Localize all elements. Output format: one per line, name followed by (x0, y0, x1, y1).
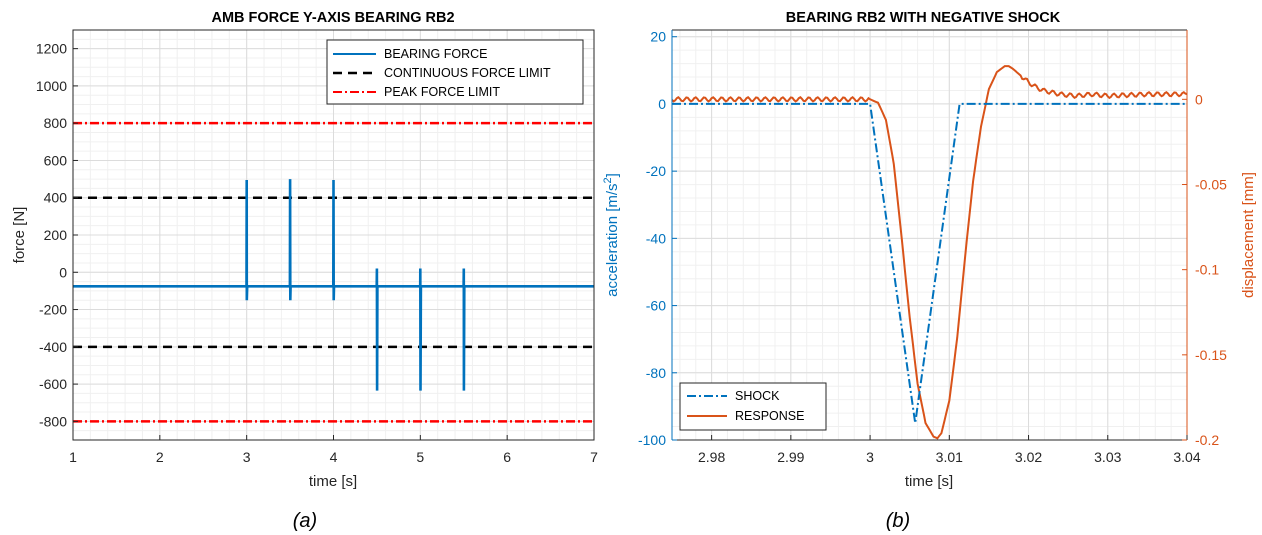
y-left-tick-label: 0 (658, 96, 666, 112)
x-tick-label: 3.02 (1015, 449, 1042, 465)
series-response (671, 65, 1188, 440)
x-tick-label: 1 (69, 449, 77, 465)
y-left-tick-label: -40 (646, 230, 666, 246)
y-left-tick-label: -100 (638, 432, 666, 448)
y-tick-label: 200 (44, 227, 68, 243)
chart-b-plot-area (672, 30, 1187, 440)
chart-b-caption: (b) (886, 510, 910, 532)
x-tick-label: 3.03 (1094, 449, 1121, 465)
y-tick-label: -200 (39, 302, 67, 318)
x-tick-label: 2.99 (777, 449, 804, 465)
chart-b-ylabel-left: acceleration [m/s2] (602, 173, 621, 297)
legend-label-response: RESPONSE (735, 409, 804, 423)
chart-a-xlabel: time [s] (309, 473, 357, 490)
chart-b: BEARING RB2 WITH NEGATIVE SHOCK 2.98 2.99… (602, 10, 1257, 532)
chart-b-ylabel-left-text: acceleration [m/s (604, 183, 621, 296)
y-right-tick-label: -0.2 (1195, 432, 1219, 448)
x-tick-label: 3.01 (936, 449, 963, 465)
series-bearing-force (73, 179, 594, 391)
x-tick-label: 4 (330, 449, 338, 465)
chart-b-ylabel-right: displacement [mm] (1240, 172, 1257, 298)
y-left-tick-label: -80 (646, 365, 666, 381)
chart-a-legend: BEARING FORCE CONTINUOUS FORCE LIMIT PEA… (326, 39, 584, 105)
y-tick-label: 1000 (36, 78, 67, 94)
chart-b-title: BEARING RB2 WITH NEGATIVE SHOCK (786, 10, 1061, 26)
chart-a-caption: (a) (293, 510, 317, 532)
chart-a-ticks: 1 2 3 4 5 6 7 -800 -600 -400 -200 0 200 400 600 800 1000… (36, 41, 598, 465)
x-tick-label: 6 (503, 449, 511, 465)
y-right-tick-label: -0.1 (1195, 262, 1219, 278)
y-tick-label: 400 (44, 190, 68, 206)
y-tick-label: -800 (39, 413, 67, 429)
chart-b-ylabel-left-end: ] (604, 173, 621, 177)
x-tick-label: 2 (156, 449, 164, 465)
legend-label-continuous-force-limit: CONTINUOUS FORCE LIMIT (384, 66, 551, 80)
chart-b-ticks: 2.98 2.99 3 3.01 3.02 3.03 3.04 -100 -80 -60 -40 -2… (638, 29, 1227, 465)
chart-b-ylabel-left-sup: 2 (602, 177, 614, 183)
x-tick-label: 5 (416, 449, 424, 465)
y-right-tick-label: 0 (1195, 91, 1203, 107)
legend-label-bearing-force: BEARING FORCE (384, 47, 488, 61)
x-tick-label: 7 (590, 449, 598, 465)
chart-a-series (73, 121, 594, 423)
y-left-tick-label: -60 (646, 298, 666, 314)
series-shock (672, 102, 1187, 424)
x-tick-label: 2.98 (698, 449, 725, 465)
y-tick-label: -600 (39, 376, 67, 392)
legend-label-peak-force-limit: PEAK FORCE LIMIT (384, 85, 500, 99)
legend-label-shock: SHOCK (735, 389, 780, 403)
y-tick-label: -400 (39, 339, 67, 355)
x-tick-label: 3.04 (1173, 449, 1200, 465)
chart-b-legend-box (679, 382, 827, 431)
chart-b-xlabel: time [s] (905, 473, 953, 490)
x-tick-label: 3 (243, 449, 251, 465)
chart-b-series (671, 65, 1188, 440)
chart-a-title: AMB FORCE Y-AXIS BEARING RB2 (211, 10, 454, 26)
chart-a-ylabel: force [N] (11, 207, 28, 264)
chart-a: AMB FORCE Y-AXIS BEARING RB2 1 2 3 4 5 6 7 -800… (11, 10, 598, 532)
y-tick-label: 800 (44, 115, 68, 131)
y-tick-label: 1200 (36, 41, 67, 57)
y-right-tick-label: -0.05 (1195, 176, 1227, 192)
x-tick-label: 3 (866, 449, 874, 465)
chart-b-legend: SHOCK RESPONSE (679, 382, 827, 431)
y-tick-label: 0 (59, 264, 67, 280)
y-tick-label: 600 (44, 152, 68, 168)
y-right-tick-label: -0.15 (1195, 347, 1227, 363)
y-left-tick-label: -20 (646, 163, 666, 179)
y-left-tick-label: 20 (650, 29, 666, 45)
